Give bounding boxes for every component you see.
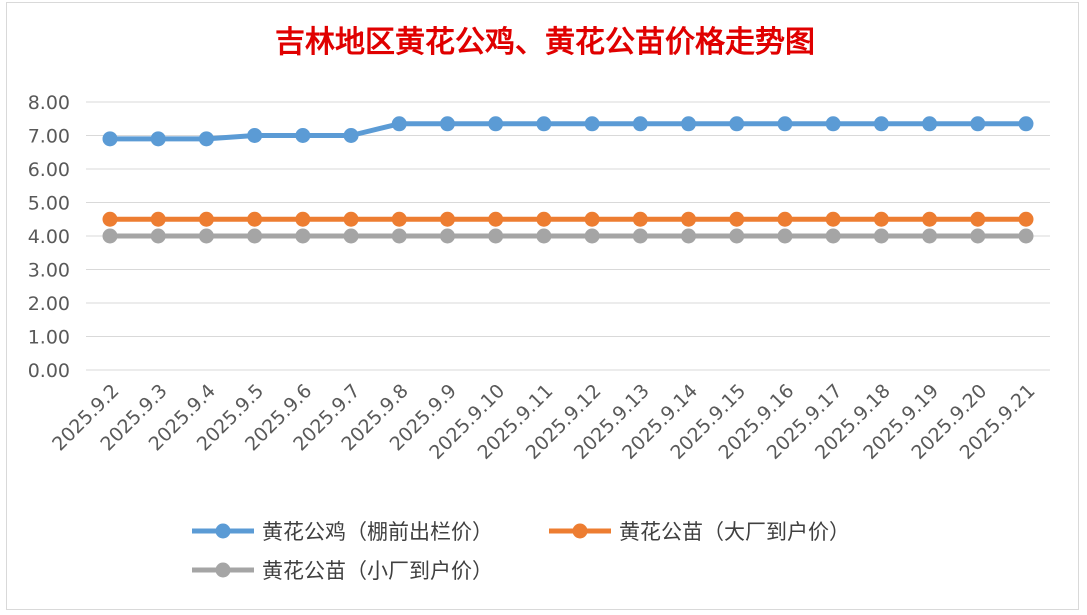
y-tick-label: 6.00: [28, 159, 70, 181]
legend-label: 黄花公苗（小厂到户价）: [262, 559, 493, 583]
legend-marker: [215, 562, 231, 578]
data-point: [632, 116, 648, 132]
data-point: [391, 116, 407, 132]
data-point: [729, 116, 745, 132]
data-point: [1018, 228, 1034, 244]
data-point: [198, 131, 214, 147]
data-point: [729, 228, 745, 244]
series-line: [110, 121, 1026, 142]
legend-marker: [572, 523, 588, 539]
data-point: [922, 116, 938, 132]
data-point: [295, 211, 311, 227]
data-point: [970, 116, 986, 132]
data-point: [1018, 116, 1034, 132]
legend-item: 黄花公鸡（棚前出栏价）: [192, 520, 493, 544]
data-point: [825, 211, 841, 227]
data-point: [873, 211, 889, 227]
data-point: [922, 211, 938, 227]
data-point: [681, 211, 697, 227]
data-point: [150, 131, 166, 147]
data-point: [873, 228, 889, 244]
x-axis-ticks: 2025.9.22025.9.32025.9.42025.9.52025.9.6…: [48, 380, 1039, 464]
data-point: [343, 128, 359, 143]
data-point: [777, 228, 793, 244]
data-point: [391, 228, 407, 244]
y-tick-label: 5.00: [28, 193, 70, 215]
data-point: [681, 116, 697, 132]
y-tick-label: 0.00: [28, 360, 70, 382]
data-point: [295, 228, 311, 244]
data-point: [970, 228, 986, 244]
chart-title: 吉林地区黄花公鸡、黄花公苗价格走势图: [275, 25, 815, 60]
data-point: [777, 211, 793, 227]
data-point: [536, 116, 552, 132]
data-point: [632, 211, 648, 227]
data-point: [247, 228, 263, 244]
data-point: [922, 228, 938, 244]
data-point: [295, 128, 311, 143]
legend-label: 黄花公苗（大厂到户价）: [619, 520, 850, 544]
y-tick-label: 4.00: [28, 226, 70, 248]
data-point: [198, 211, 214, 227]
data-point: [536, 228, 552, 244]
data-point: [825, 116, 841, 132]
data-point: [102, 228, 118, 244]
data-point: [439, 211, 455, 227]
data-point: [777, 116, 793, 132]
series-3: [102, 228, 1034, 244]
data-point: [247, 211, 263, 227]
data-point: [873, 116, 889, 132]
data-point: [536, 211, 552, 227]
y-tick-label: 1.00: [28, 327, 70, 349]
legend-item: 黄花公苗（大厂到户价）: [549, 520, 850, 544]
y-tick-label: 2.00: [28, 293, 70, 315]
data-point: [343, 211, 359, 227]
legend-label: 黄花公鸡（棚前出栏价）: [262, 520, 493, 544]
data-point: [632, 228, 648, 244]
data-point: [102, 131, 118, 147]
data-point: [681, 228, 697, 244]
data-point: [150, 228, 166, 244]
data-point: [198, 228, 214, 244]
data-point: [488, 116, 504, 132]
data-point: [343, 228, 359, 244]
data-point: [825, 228, 841, 244]
data-point: [584, 228, 600, 244]
legend: 黄花公鸡（棚前出栏价） 黄花公苗（大厂到户价） 黄花公苗（小厂到户价）: [192, 520, 850, 583]
legend-item: 黄花公苗（小厂到户价）: [192, 559, 493, 583]
data-point: [488, 228, 504, 244]
data-point: [439, 228, 455, 244]
series-layer: [102, 116, 1034, 244]
data-point: [102, 211, 118, 227]
data-point: [584, 211, 600, 227]
data-point: [439, 116, 455, 132]
y-tick-label: 3.00: [28, 260, 70, 282]
y-tick-label: 8.00: [28, 92, 70, 114]
y-axis-ticks: 0.00 1.00 2.00 3.00 4.00 5.00 6.00 7.00 8.00: [28, 92, 70, 382]
data-point: [488, 211, 504, 227]
data-point: [247, 128, 263, 143]
series-2: [102, 211, 1034, 227]
data-point: [391, 211, 407, 227]
data-point: [150, 211, 166, 227]
series-1: [102, 116, 1034, 147]
data-point: [584, 116, 600, 132]
data-point: [729, 211, 745, 227]
legend-marker: [215, 523, 231, 539]
y-tick-label: 7.00: [28, 126, 70, 148]
data-point: [970, 211, 986, 227]
data-point: [1018, 211, 1034, 227]
